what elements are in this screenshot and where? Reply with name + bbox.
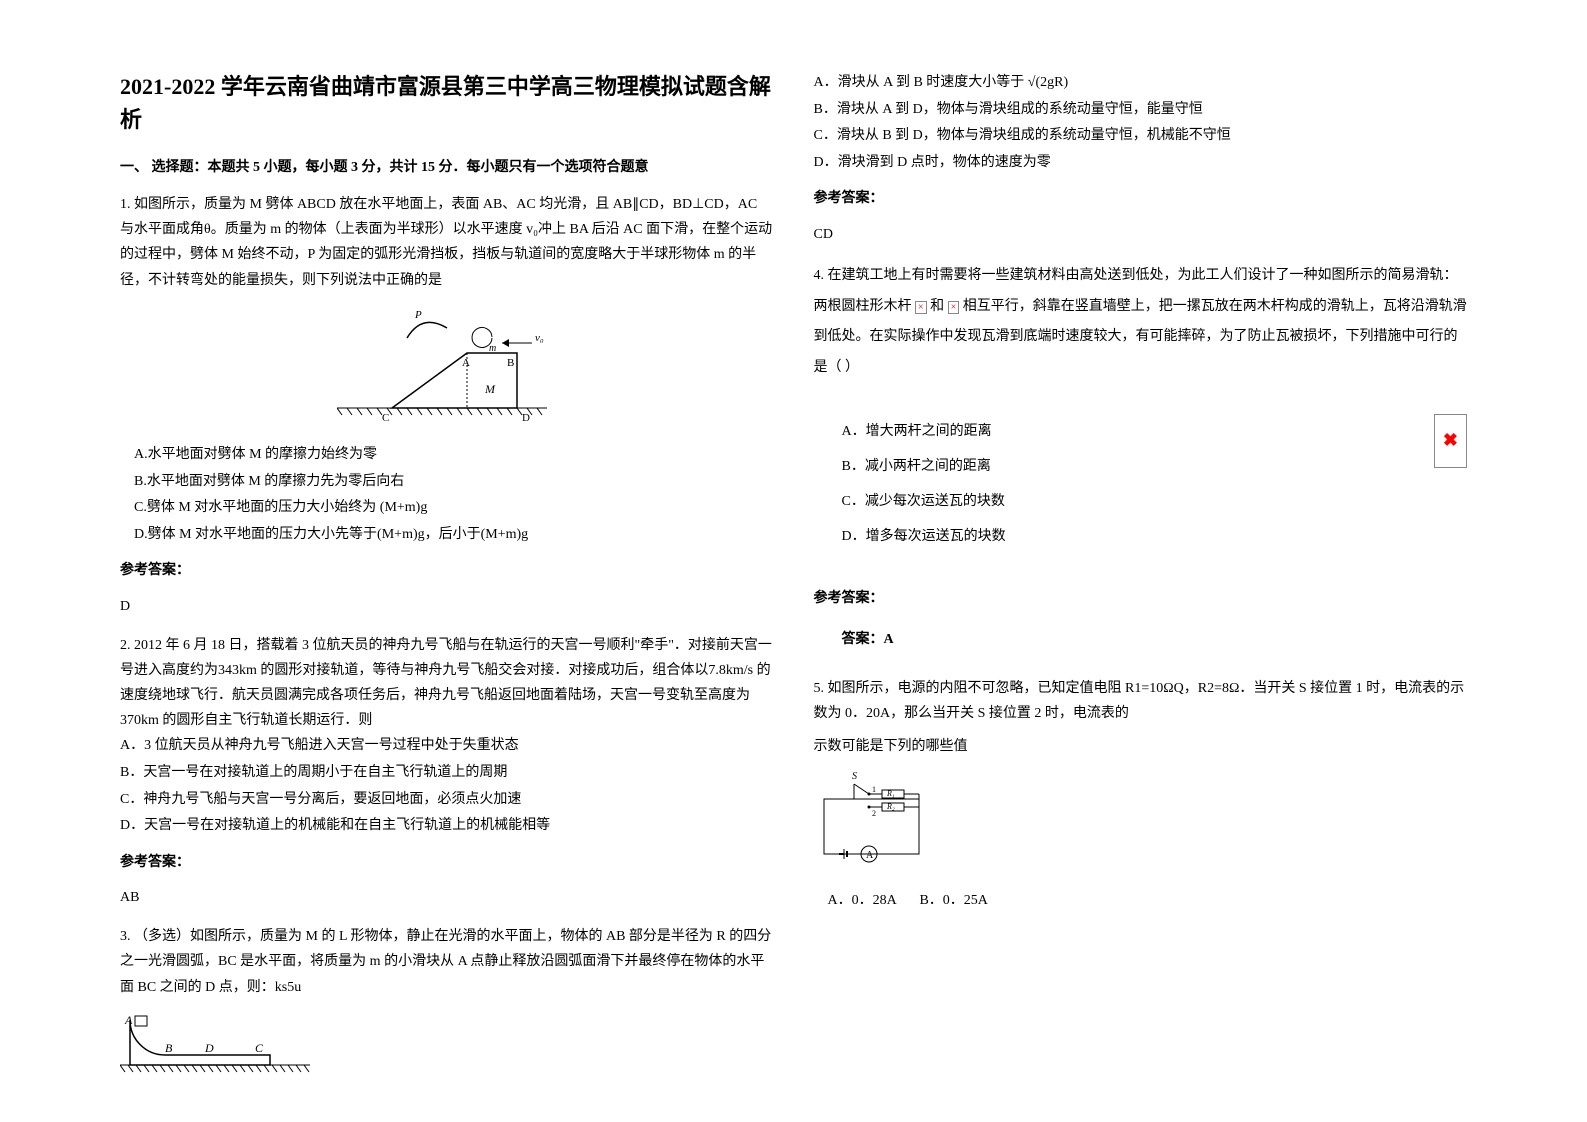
q4-answer-prefix: 答案： xyxy=(842,632,884,647)
q1-diagram: A B C D M P v₀ m xyxy=(120,303,774,432)
q5-diagram: S 1 2 R₁ R₂ A xyxy=(814,769,1468,878)
svg-text:R₁: R₁ xyxy=(886,789,895,798)
q2-option-a: A．3 位航天员从神舟九号飞船进入天宫一号过程中处于失重状态 xyxy=(120,733,774,760)
q1-option-d: D.劈体 M 对水平地面的压力大小先等于(M+m)g，后小于(M+m)g xyxy=(134,522,774,549)
svg-text:B: B xyxy=(507,357,514,369)
q3-option-c: C．滑块从 B 到 D，物体与滑块组成的系统动量守恒，机械能不守恒 xyxy=(814,123,1468,150)
question-4-text-mid: 和 xyxy=(930,299,948,314)
question-5-text: 5. 如图所示，电源的内阻不可忽略，已知定值电阻 R1=10ΩQ，R2=8Ω．当… xyxy=(814,676,1468,726)
q3-option-b: B．滑块从 A 到 D，物体与滑块组成的系统动量守恒，能量守恒 xyxy=(814,97,1468,124)
placeholder-icon-2: × xyxy=(948,301,960,314)
question-4: 4. 在建筑工地上有时需要将一些建筑材料由高处送到低处，为此工人们设计了一种如图… xyxy=(814,261,1468,656)
q4-answer-value: A xyxy=(884,632,894,647)
q4-answer-label: 参考答案： xyxy=(814,584,1468,615)
left-column: 2021-2022 学年云南省曲靖市富源县第三中学高三物理模拟试题含解析 一、 … xyxy=(100,70,794,1052)
q1-answer: D xyxy=(120,594,774,619)
svg-text:S: S xyxy=(852,771,857,782)
q4-option-c: C．减少每次运送瓦的块数 xyxy=(842,484,1468,519)
document-title: 2021-2022 学年云南省曲靖市富源县第三中学高三物理模拟试题含解析 xyxy=(120,70,774,136)
q1-option-a: A.水平地面对劈体 M 的摩擦力始终为零 xyxy=(134,442,774,469)
svg-text:D: D xyxy=(522,412,530,423)
question-5: 5. 如图所示，电源的内阻不可忽略，已知定值电阻 R1=10ΩQ，R2=8Ω．当… xyxy=(814,676,1468,914)
svg-text:1: 1 xyxy=(872,785,876,794)
question-5-text2: 示数可能是下列的哪些值 xyxy=(814,734,1468,759)
svg-text:R₂: R₂ xyxy=(886,802,895,811)
q3-diagram: A B D C xyxy=(120,1010,774,1089)
question-2-text: 2. 2012 年 6 月 18 日，搭载着 3 位航天员的神舟九号飞船与在轨运… xyxy=(120,633,774,734)
q4-option-a: A．增大两杆之间的距离 xyxy=(842,414,1468,449)
svg-text:2: 2 xyxy=(872,809,876,818)
q3-answer-label: 参考答案： xyxy=(814,186,1468,211)
svg-text:m: m xyxy=(489,343,496,354)
q1-answer-label: 参考答案： xyxy=(120,558,774,583)
q5-option-b: B．0．25A xyxy=(919,893,987,908)
q3-option-d: D．滑块滑到 D 点时，物体的速度为零 xyxy=(814,150,1468,177)
question-1: 1. 如图所示，质量为 M 劈体 ABCD 放在水平地面上，表面 AB、AC 均… xyxy=(120,192,774,619)
right-column: A．滑块从 A 到 B 时速度大小等于 √(2gR) B．滑块从 A 到 D，物… xyxy=(794,70,1488,1052)
q4-answer: 答案：A xyxy=(842,625,1468,656)
q3-option-a-text: A．滑块从 A 到 B 时速度大小等于 xyxy=(814,75,1025,90)
question-3-text: 3. （多选）如图所示，质量为 M 的 L 形物体，静止在光滑的水平面上，物体的… xyxy=(120,924,774,1000)
q3-answer: CD xyxy=(814,222,1468,247)
svg-text:v₀: v₀ xyxy=(535,332,544,344)
svg-text:A: A xyxy=(866,850,874,861)
q1-option-c: C.劈体 M 对水平地面的压力大小始终为 (M+m)g xyxy=(134,495,774,522)
section-header: 一、 选择题：本题共 5 小题，每小题 3 分，共计 15 分．每小题只有一个选… xyxy=(120,156,774,176)
svg-text:M: M xyxy=(484,382,496,396)
q4-option-d: D．增多每次运送瓦的块数 xyxy=(842,519,1468,554)
q3-option-a: A．滑块从 A 到 B 时速度大小等于 √(2gR) xyxy=(814,70,1468,97)
svg-text:C: C xyxy=(255,1041,264,1055)
q2-answer-label: 参考答案： xyxy=(120,850,774,875)
q2-answer: AB xyxy=(120,885,774,910)
broken-image-icon: ✖ xyxy=(1434,414,1467,468)
question-3: 3. （多选）如图所示，质量为 M 的 L 形物体，静止在光滑的水平面上，物体的… xyxy=(120,924,774,1089)
q2-option-d: D．天宫一号在对接轨道上的机械能和在自主飞行轨道上的机械能相等 xyxy=(120,813,774,840)
svg-text:B: B xyxy=(165,1041,173,1055)
q5-options-row: A．0．28A B．0．25A xyxy=(828,888,1468,913)
q4-option-b: B．减小两杆之间的距离 xyxy=(842,449,1468,484)
q5-option-a: A．0．28A xyxy=(828,893,896,908)
q2-option-c: C．神舟九号飞船与天宫一号分离后，要返回地面，必须点火加速 xyxy=(120,787,774,814)
question-2: 2. 2012 年 6 月 18 日，搭载着 3 位航天员的神舟九号飞船与在轨运… xyxy=(120,633,774,911)
svg-text:A: A xyxy=(462,357,470,369)
q1-option-b: B.水平地面对劈体 M 的摩擦力先为零后向右 xyxy=(134,469,774,496)
svg-text:A: A xyxy=(124,1013,133,1027)
question-3-continued: A．滑块从 A 到 B 时速度大小等于 √(2gR) B．滑块从 A 到 D，物… xyxy=(814,70,1468,247)
svg-text:C: C xyxy=(382,412,389,423)
q2-option-b: B．天宫一号在对接轨道上的周期小于在自主飞行轨道上的周期 xyxy=(120,760,774,787)
svg-text:D: D xyxy=(204,1041,214,1055)
question-1-text: 1. 如图所示，质量为 M 劈体 ABCD 放在水平地面上，表面 AB、AC 均… xyxy=(120,192,774,293)
svg-text:P: P xyxy=(414,309,422,321)
q3-option-a-formula: √(2gR) xyxy=(1028,75,1068,90)
placeholder-icon-1: × xyxy=(915,301,927,314)
